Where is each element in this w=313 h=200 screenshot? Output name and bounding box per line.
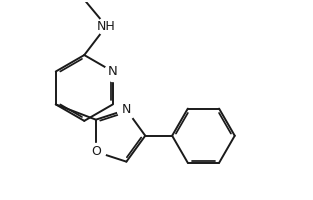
Text: N: N: [108, 65, 118, 78]
Text: N: N: [78, 0, 88, 1]
Text: 2: 2: [72, 0, 78, 2]
Text: O: O: [91, 145, 101, 158]
Text: NH: NH: [97, 20, 116, 33]
Text: H: H: [62, 0, 72, 1]
Text: N: N: [122, 103, 131, 116]
